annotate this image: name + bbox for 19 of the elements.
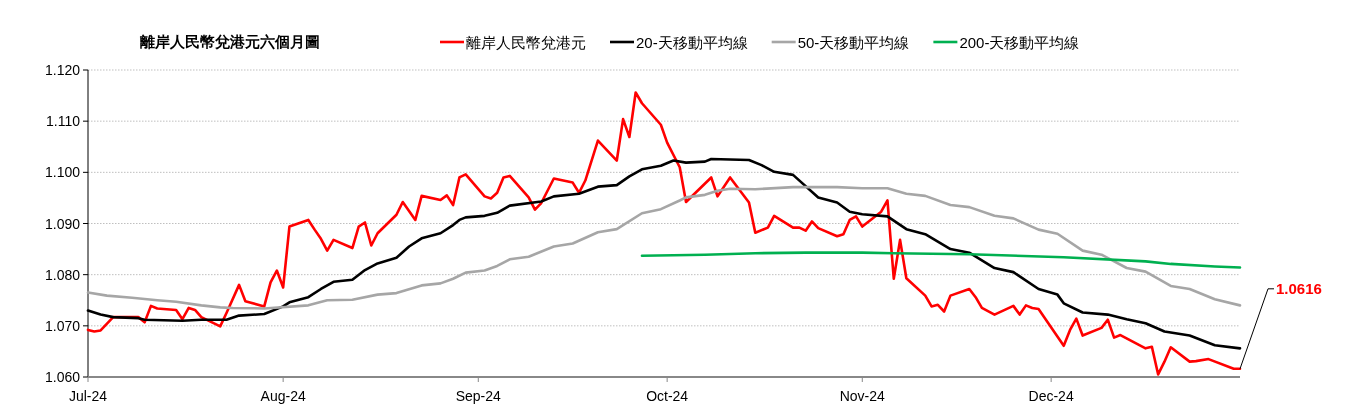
legend-label: 200-天移動平均線: [959, 34, 1080, 51]
y-tick-label: 1.070: [44, 317, 81, 334]
y-tick-label: 1.110: [46, 113, 81, 130]
y-tick-label: 1.100: [44, 164, 81, 181]
legend-label: 離岸人民幣兌港元: [466, 34, 586, 51]
y-tick-label: 1.090: [44, 215, 81, 232]
x-tick-label: Nov-24: [839, 388, 886, 404]
x-tick-label: Sep-24: [455, 388, 502, 404]
x-tick-label: Jul-24: [68, 388, 108, 404]
x-tick-label: Dec-24: [1028, 388, 1074, 404]
chart-title: 離岸人民幣兌港元六個月圖: [139, 33, 320, 50]
y-tick-label: 1.060: [44, 369, 81, 385]
annotation: 1.0616: [1276, 279, 1322, 297]
x-tick-label: Oct-24: [646, 388, 689, 404]
y-tick-label: 1.120: [44, 62, 81, 78]
legend-label: 50-天移動平均線: [797, 34, 910, 51]
x-tick-label: Aug-24: [260, 388, 306, 404]
y-tick-label: 1.080: [44, 266, 81, 283]
legend-label: 20-天移動平均線: [636, 34, 748, 51]
